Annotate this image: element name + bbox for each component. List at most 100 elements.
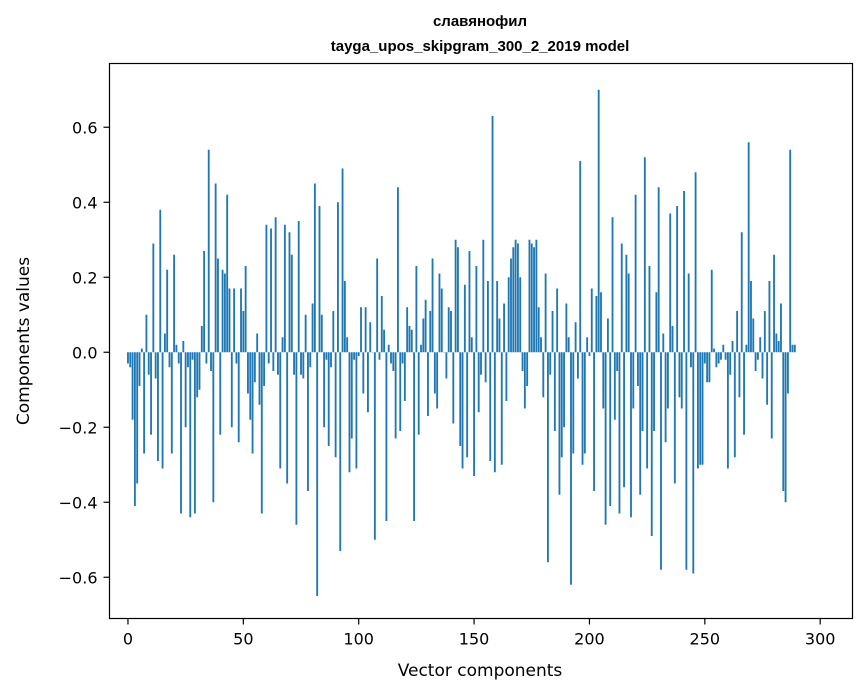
bar-260	[726, 352, 729, 469]
bar-237	[673, 352, 676, 484]
bar-271	[752, 318, 755, 353]
bar-264	[736, 311, 739, 353]
bar-223	[641, 352, 644, 431]
bar-287	[789, 149, 792, 353]
y-tick-label: −0.6	[59, 568, 98, 587]
bar-162	[500, 352, 503, 465]
bar-117	[397, 187, 399, 353]
bar-183	[549, 352, 552, 375]
bar-122	[408, 326, 411, 353]
bar-9	[147, 352, 150, 375]
bar-214	[620, 243, 623, 353]
bar-221	[636, 352, 639, 386]
bar-3	[133, 352, 136, 506]
bar-52	[247, 352, 249, 394]
bar-44	[228, 288, 231, 353]
bar-286	[786, 352, 789, 394]
bar-124	[413, 352, 416, 521]
bar-15	[161, 352, 164, 469]
bar-143	[457, 247, 459, 353]
bar-220	[634, 194, 637, 353]
bar-216	[625, 254, 628, 353]
y-tick-label: 0.2	[72, 268, 97, 287]
bar-144	[459, 352, 462, 446]
bar-35	[207, 149, 210, 353]
bar-130	[427, 352, 429, 416]
bar-29	[193, 352, 196, 514]
bar-71	[290, 254, 293, 353]
bar-39	[217, 258, 219, 353]
bar-40	[219, 352, 222, 435]
bar-148	[468, 251, 471, 353]
bar-47	[235, 352, 238, 364]
bar-170	[519, 277, 522, 353]
bar-167	[512, 247, 515, 353]
bar-95	[346, 337, 349, 353]
bar-211	[613, 352, 616, 420]
bar-222	[639, 352, 642, 495]
bar-154	[482, 239, 485, 353]
bar-121	[406, 307, 409, 353]
bar-266	[740, 232, 743, 353]
bar-79	[309, 352, 312, 368]
bar-198	[583, 352, 586, 454]
bar-139	[447, 307, 450, 353]
bar-150	[473, 352, 476, 476]
bar-206	[602, 352, 605, 409]
bar-13	[157, 352, 159, 461]
bar-131	[429, 311, 432, 353]
bar-203	[595, 296, 598, 353]
bar-174	[528, 239, 531, 353]
bar-133	[433, 352, 436, 394]
bar-173	[526, 352, 529, 386]
bar-80	[311, 303, 314, 353]
bar-234	[666, 352, 669, 409]
bar-112	[385, 352, 388, 521]
bar-187	[558, 352, 561, 495]
bar-43	[226, 194, 229, 353]
bar-45	[230, 352, 233, 428]
y-tick-label: 0.0	[72, 343, 97, 362]
bar-261	[729, 352, 732, 375]
bar-254	[713, 348, 715, 353]
bar-134	[436, 352, 439, 409]
bar-128	[422, 318, 425, 353]
bar-5	[138, 352, 141, 386]
bar-77	[304, 314, 307, 353]
bar-24	[182, 341, 185, 353]
bar-278	[768, 281, 771, 353]
bar-244	[690, 352, 692, 368]
bar-96	[348, 352, 351, 473]
bar-280	[773, 254, 775, 353]
bar-161	[498, 318, 501, 353]
bar-263	[733, 352, 736, 458]
bar-8	[145, 314, 148, 353]
bar-146	[463, 284, 466, 353]
bar-218	[630, 352, 632, 518]
bar-107	[373, 352, 376, 540]
bar-205	[600, 292, 602, 353]
x-axis-label: Vector components	[398, 661, 563, 681]
bar-56	[256, 333, 259, 353]
bar-259	[724, 352, 727, 360]
bar-193	[572, 352, 575, 454]
bar-238	[676, 206, 679, 353]
bar-228	[653, 352, 655, 431]
bar-67	[281, 337, 284, 353]
bar-82	[316, 352, 319, 596]
bar-157	[489, 352, 492, 461]
y-tick-label: −0.2	[59, 418, 98, 437]
plot-frame	[108, 62, 854, 620]
bar-61	[267, 352, 270, 364]
bar-152	[477, 352, 480, 413]
bar-199	[586, 337, 589, 353]
bar-32	[200, 326, 203, 353]
y-axis-ticks: −0.6 −0.4 −0.2 0.0 0.2 0.4 0.6	[59, 118, 110, 587]
bar-63	[272, 352, 275, 371]
bar-233	[664, 352, 667, 443]
bar-277	[766, 352, 769, 405]
bar-68	[283, 224, 286, 353]
bar-265	[738, 352, 741, 398]
bar-7	[143, 352, 146, 454]
bar-73	[295, 352, 298, 525]
